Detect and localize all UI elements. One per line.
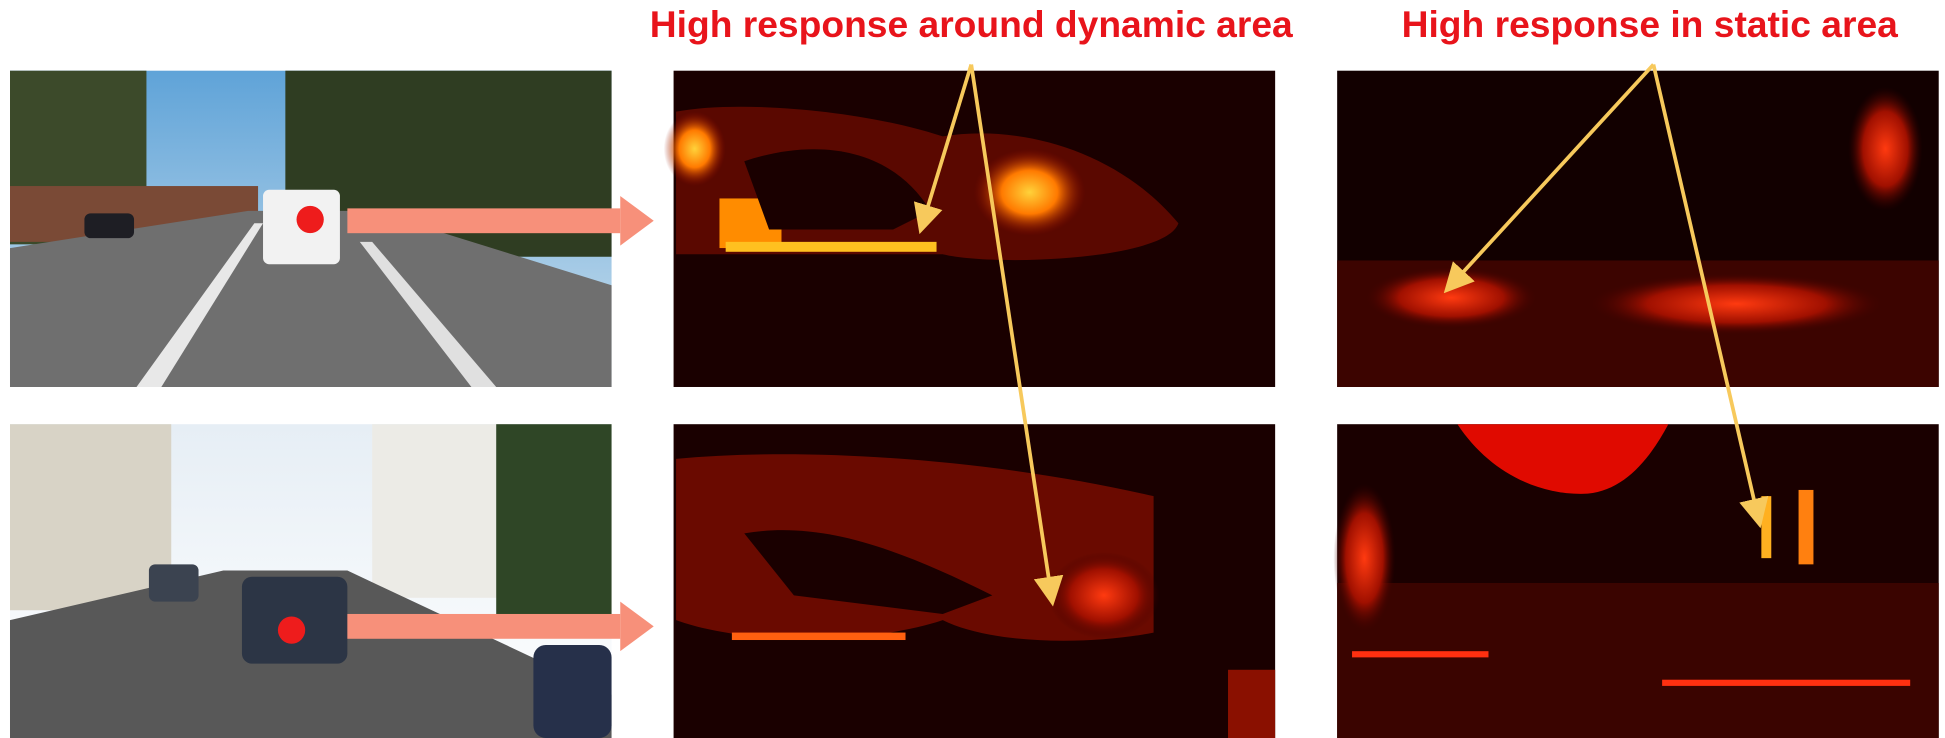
heatmap-dynamic-1	[664, 71, 1275, 387]
annotation-dynamic: High response around dynamic area	[650, 3, 1293, 45]
photo-2	[10, 424, 612, 738]
heatmap-dynamic-2	[674, 424, 1276, 738]
heatmap-static-2	[1333, 424, 1938, 738]
heatmap-static-1	[1337, 71, 1939, 387]
figure: High response around dynamic area High r…	[0, 0, 1945, 738]
page: {"annotations": {"dynamic": "High respon…	[0, 0, 1945, 738]
annotation-static: High response in static area	[1402, 3, 1899, 45]
